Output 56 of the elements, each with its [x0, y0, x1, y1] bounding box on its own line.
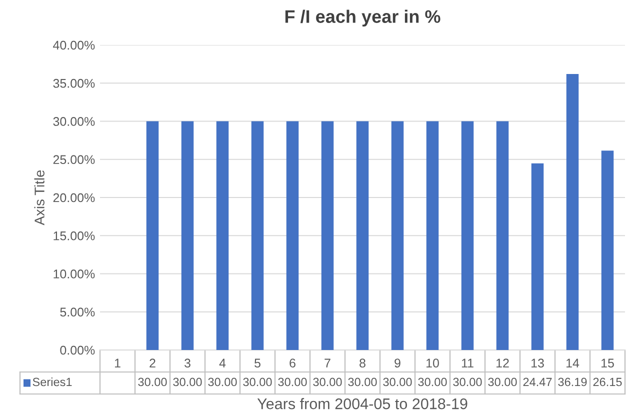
data-label: 30.00: [208, 378, 237, 386]
legend-label: Series1: [32, 377, 72, 386]
y-tick-label: 25.00%: [53, 155, 95, 164]
y-tick-label: 5.00%: [60, 308, 95, 317]
y-tick-label: 10.00%: [54, 270, 95, 278]
bar: [356, 121, 369, 350]
bar: [391, 121, 404, 350]
bar: [146, 121, 159, 350]
bar: [531, 163, 544, 350]
y-tick-label: 40.00%: [53, 40, 95, 50]
bar: [496, 121, 509, 350]
data-label: 30.00: [243, 378, 272, 386]
x-tick-label: 1: [114, 358, 120, 368]
data-label: 30.00: [278, 378, 307, 386]
x-tick-label: 2: [150, 358, 156, 368]
bar: [601, 150, 614, 350]
x-tick-label: 5: [254, 358, 260, 368]
y-tick-label: 0.00%: [60, 346, 95, 355]
bar: [566, 74, 579, 350]
data-label: 36.19: [558, 378, 587, 386]
x-tick-label: 14: [566, 358, 580, 368]
bar: [216, 121, 229, 350]
bar: [461, 121, 474, 350]
x-axis-title: Years from 2004-05 to 2018-19: [257, 398, 468, 410]
x-tick-label: 13: [532, 358, 544, 368]
x-tick-label: 11: [462, 358, 474, 368]
y-tick-label: 20.00%: [53, 193, 95, 202]
data-label: 30.00: [488, 378, 517, 386]
x-tick-label: 3: [184, 358, 190, 368]
bar: [321, 121, 334, 350]
bar: [251, 121, 264, 350]
data-label: 30.00: [173, 378, 202, 386]
y-axis-title: Axis Title: [34, 170, 44, 226]
x-tick-label: 4: [219, 358, 226, 368]
data-label: 24.47: [523, 378, 552, 386]
data-label: 30.00: [313, 378, 342, 386]
bar: [181, 121, 194, 350]
data-label: 30.00: [138, 378, 167, 386]
data-label: 30.00: [383, 378, 412, 386]
bar: [286, 121, 299, 350]
x-tick-label: 6: [290, 358, 296, 368]
data-label: 30.00: [418, 378, 447, 386]
data-label: 30.00: [348, 378, 377, 386]
y-tick-label: 35.00%: [53, 78, 95, 88]
x-tick-label: 9: [394, 358, 400, 368]
y-tick-label: 30.00%: [53, 117, 95, 126]
y-tick-label: 15.00%: [54, 231, 95, 240]
data-label: 26.15: [593, 378, 622, 386]
x-tick-label: 12: [496, 358, 509, 368]
data-label: 30.00: [453, 378, 482, 386]
chart-title: F /I each year in %: [285, 10, 440, 27]
bar: [426, 121, 439, 350]
x-tick-label: 7: [324, 358, 330, 368]
x-tick-label: 8: [360, 358, 366, 368]
x-tick-label: 15: [602, 358, 614, 368]
x-tick-label: 10: [426, 358, 439, 368]
